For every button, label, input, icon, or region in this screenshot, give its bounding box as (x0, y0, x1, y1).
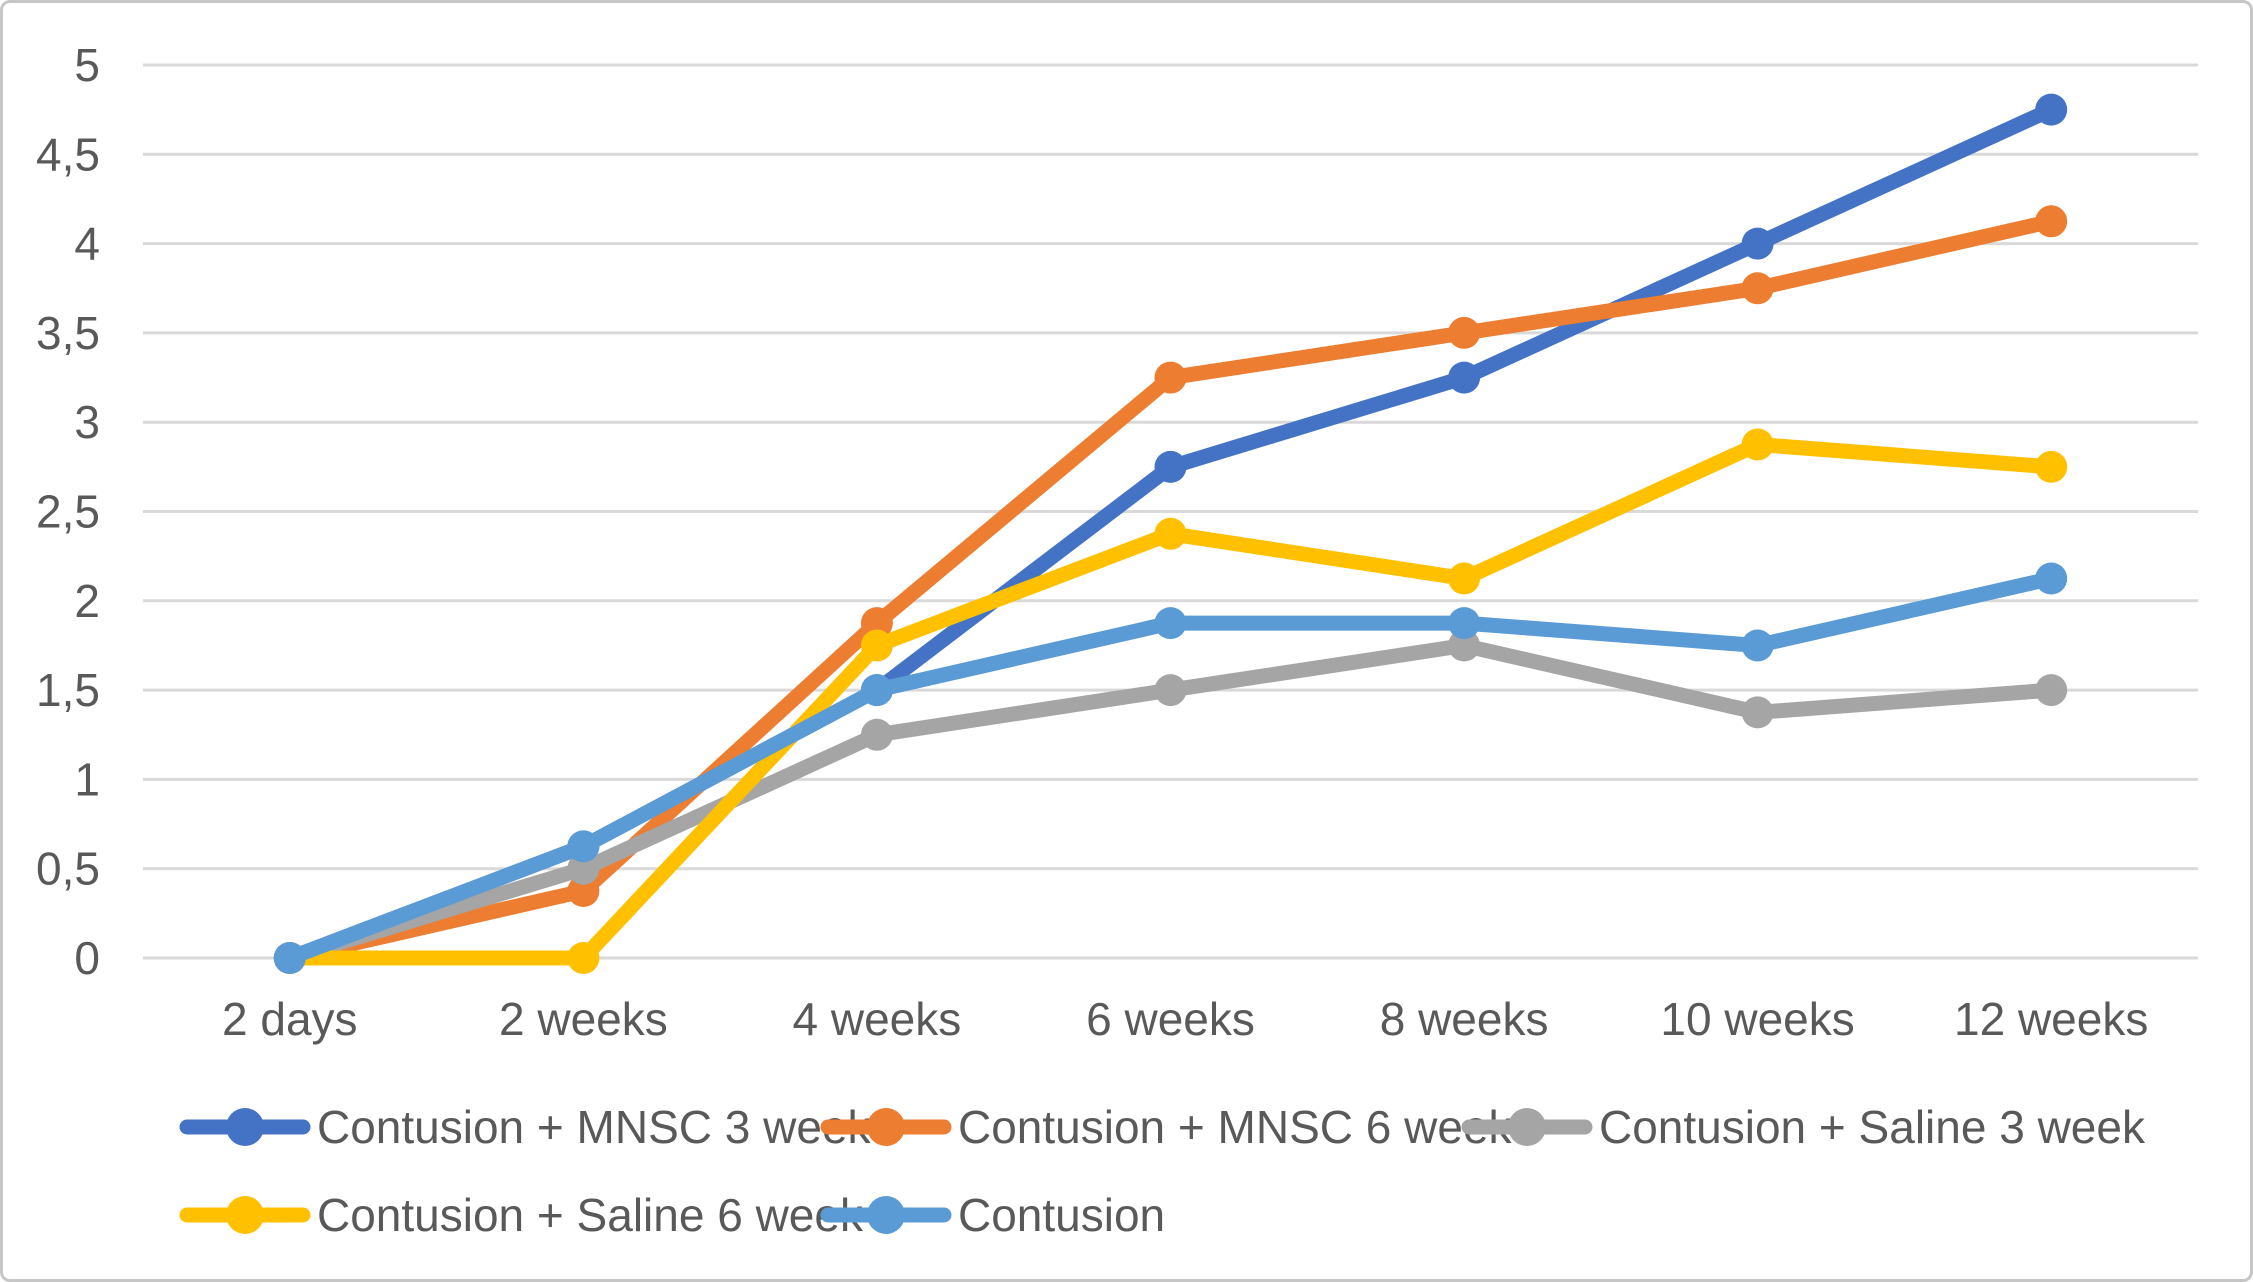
data-point-contusion-mnsc-3-week-12-weeks[interactable] (2035, 93, 2068, 126)
data-point-contusion-mnsc-6-week-10-weeks[interactable] (1741, 272, 1774, 305)
y-tick-label: 1 (74, 753, 100, 805)
legend-label: Contusion + MNSC 3 week (317, 1101, 872, 1153)
legend-marker-icon (867, 1196, 905, 1234)
data-point-contusion-saline-3-week-8-weeks[interactable] (1448, 629, 1481, 662)
data-point-contusion-mnsc-3-week-6-weeks[interactable] (1154, 450, 1187, 483)
data-point-contusion-saline-6-week-10-weeks[interactable] (1741, 428, 1774, 461)
data-point-contusion-8-weeks[interactable] (1448, 607, 1481, 640)
y-tick-label: 5 (74, 39, 100, 91)
y-tick-label: 2 (74, 575, 100, 627)
data-point-contusion-mnsc-6-week-6-weeks[interactable] (1154, 361, 1187, 394)
x-axis-label-12-weeks: 12 weeks (1954, 993, 2148, 1045)
legend-label: Contusion + MNSC 6 week (958, 1101, 1513, 1153)
y-tick-label: 3 (74, 396, 100, 448)
series-contusion-saline-3-week[interactable] (273, 629, 2068, 975)
data-point-contusion-10-weeks[interactable] (1741, 629, 1774, 662)
legend-label: Contusion + Saline 6 week (317, 1189, 864, 1241)
legend-marker-icon (226, 1196, 264, 1234)
data-point-contusion-saline-3-week-12-weeks[interactable] (2035, 674, 2068, 707)
y-tick-label: 2,5 (36, 486, 100, 538)
data-point-contusion-mnsc-6-week-12-weeks[interactable] (2035, 205, 2068, 238)
y-tick-label: 4 (74, 218, 100, 270)
x-axis-label-2-weeks: 2 weeks (499, 993, 668, 1045)
data-point-contusion-saline-3-week-10-weeks[interactable] (1741, 696, 1774, 729)
legend-marker-icon (867, 1108, 905, 1146)
legend-item-contusion-mnsc-6-week[interactable]: Contusion + MNSC 6 week (820, 1101, 1513, 1153)
data-point-contusion-saline-6-week-8-weeks[interactable] (1448, 562, 1481, 595)
legend-item-contusion-saline-3-week[interactable]: Contusion + Saline 3 week (1461, 1101, 2146, 1153)
data-point-contusion-saline-6-week-12-weeks[interactable] (2035, 450, 2068, 483)
data-point-contusion-6-weeks[interactable] (1154, 607, 1187, 640)
legend-item-contusion-mnsc-3-week[interactable]: Contusion + MNSC 3 week (179, 1101, 872, 1153)
series-contusion[interactable] (273, 562, 2068, 975)
data-point-contusion-mnsc-6-week-8-weeks[interactable] (1448, 316, 1481, 349)
data-point-contusion-mnsc-3-week-10-weeks[interactable] (1741, 227, 1774, 260)
x-axis-label-4-weeks: 4 weeks (793, 993, 962, 1045)
data-point-contusion-saline-3-week-2-weeks[interactable] (567, 852, 600, 885)
data-point-contusion-saline-6-week-6-weeks[interactable] (1154, 517, 1187, 550)
y-tick-label: 3,5 (36, 307, 100, 359)
data-point-contusion-2-days[interactable] (273, 942, 306, 974)
legend-label: Contusion (958, 1189, 1165, 1241)
data-point-contusion-saline-6-week-4-weeks[interactable] (860, 629, 893, 662)
legend-item-contusion-saline-6-week[interactable]: Contusion + Saline 6 week (179, 1189, 864, 1241)
data-point-contusion-2-weeks[interactable] (567, 830, 600, 863)
legend-item-contusion[interactable]: Contusion (820, 1189, 1165, 1241)
x-axis-label-8-weeks: 8 weeks (1380, 993, 1549, 1045)
data-point-contusion-saline-6-week-2-weeks[interactable] (567, 942, 600, 974)
legend-marker-icon (1508, 1108, 1546, 1146)
data-point-contusion-mnsc-3-week-8-weeks[interactable] (1448, 361, 1481, 394)
x-axis-label-6-weeks: 6 weeks (1086, 993, 1255, 1045)
x-axis-label-2-days: 2 days (222, 993, 358, 1045)
data-point-contusion-saline-3-week-4-weeks[interactable] (860, 718, 893, 751)
line-chart-canvas: 0 0,5 1 1,5 2 2,5 3 3,5 4 4,5 5 2 days 2 weeks 4 week… (36, 39, 2198, 1241)
y-tick-label: 4,5 (36, 128, 100, 180)
legend-label: Contusion + Saline 3 week (1599, 1101, 2146, 1153)
y-tick-label: 1,5 (36, 664, 100, 716)
data-point-contusion-mnsc-6-week-4-weeks[interactable] (860, 607, 893, 640)
data-point-contusion-4-weeks[interactable] (860, 674, 893, 707)
x-axis-label-10-weeks: 10 weeks (1660, 993, 1854, 1045)
legend-marker-icon (226, 1108, 264, 1146)
data-point-contusion-saline-3-week-6-weeks[interactable] (1154, 674, 1187, 707)
y-tick-label: 0 (74, 932, 100, 984)
data-point-contusion-mnsc-6-week-2-weeks[interactable] (567, 875, 600, 907)
data-point-contusion-12-weeks[interactable] (2035, 562, 2068, 595)
y-tick-label: 0,5 (36, 843, 100, 895)
